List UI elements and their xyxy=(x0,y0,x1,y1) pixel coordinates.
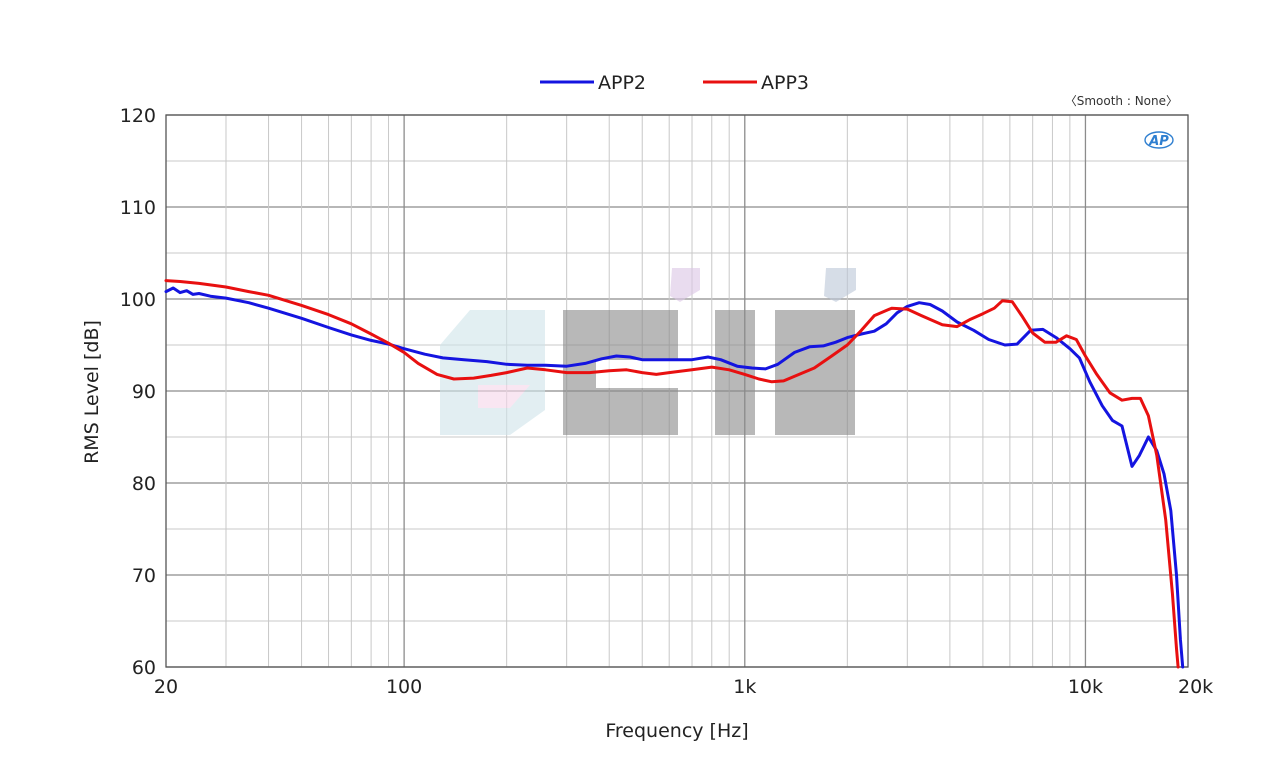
ap-logo: AP xyxy=(1144,131,1174,149)
legend: APP2 APP3 xyxy=(540,72,809,94)
x-tick-label: 100 xyxy=(386,676,422,698)
y-tick-label: 90 xyxy=(132,381,156,403)
y-tick-label: 60 xyxy=(132,657,156,679)
legend-label-app3: APP3 xyxy=(761,72,809,94)
x-tick-label: 10k xyxy=(1068,676,1103,698)
x-tick-label: 20k xyxy=(1178,676,1213,698)
y-axis-title: RMS Level [dB] xyxy=(81,320,103,464)
watermark-logo xyxy=(440,268,856,435)
y-tick-label: 120 xyxy=(120,105,156,127)
x-axis-title: Frequency [Hz] xyxy=(605,720,748,742)
plot-frame xyxy=(165,114,1189,668)
y-tick-label: 80 xyxy=(132,473,156,495)
y-tick-label: 100 xyxy=(120,289,156,311)
legend-label-app2: APP2 xyxy=(598,72,646,94)
x-tick-label: 1k xyxy=(733,676,756,698)
series-lines xyxy=(164,279,1185,669)
ap-logo-text: AP xyxy=(1148,134,1169,149)
series-line-app3 xyxy=(164,279,1180,669)
axes: 60 70 80 90 100 110 120 20 100 1k 10k 20k xyxy=(120,105,1213,698)
smoothing-annotation: 〈Smooth : None〉 xyxy=(1065,94,1178,108)
y-tick-label: 70 xyxy=(132,565,156,587)
x-tick-label: 20 xyxy=(154,676,178,698)
series-line-app2 xyxy=(164,286,1185,669)
y-tick-label: 110 xyxy=(120,197,156,219)
